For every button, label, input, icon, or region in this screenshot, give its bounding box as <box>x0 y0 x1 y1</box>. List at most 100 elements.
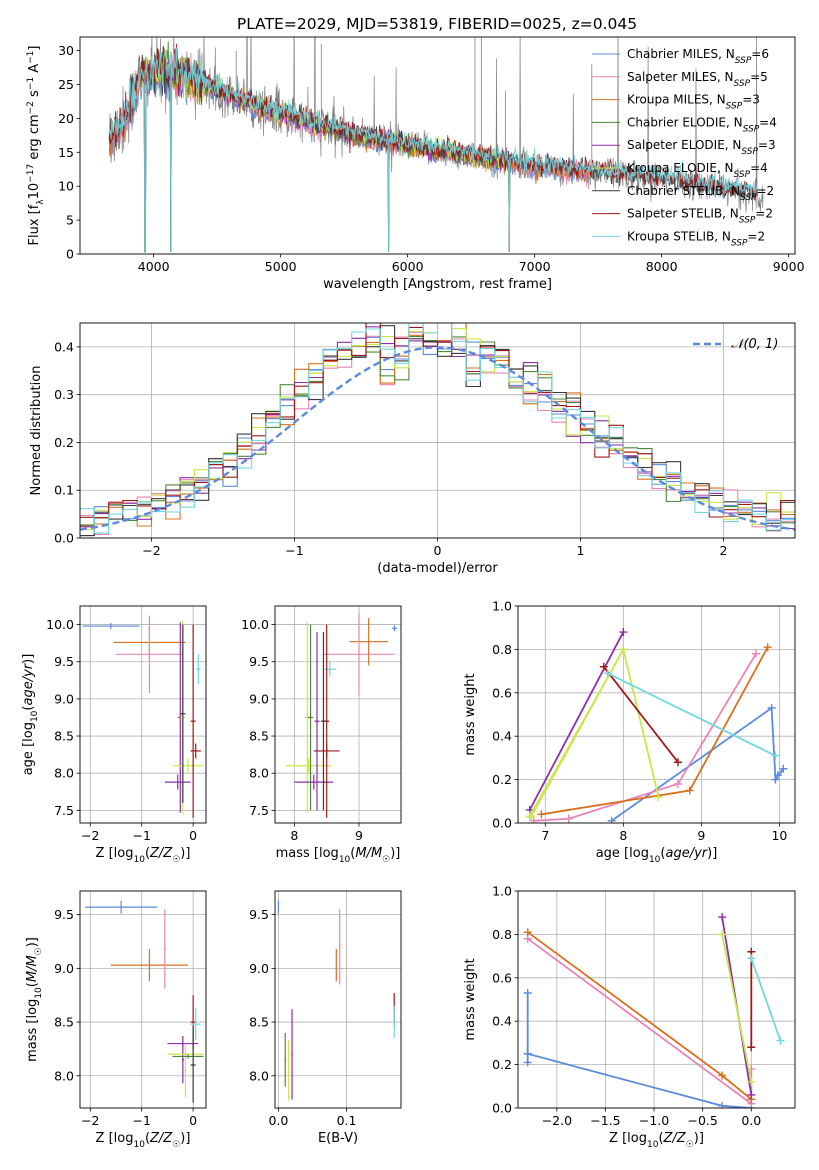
weight_vs_age-plot-area <box>525 628 788 823</box>
weight-marker <box>747 954 756 963</box>
y-tick-label: 8.0 <box>249 1068 269 1083</box>
data-point <box>110 625 112 627</box>
x-tick-label: −1 <box>132 828 150 843</box>
x-tick-label: 6000 <box>392 259 424 274</box>
y-tick-label: 25 <box>58 77 74 92</box>
y-tick-label: 30 <box>58 43 74 58</box>
y-tick-label: 9.5 <box>249 907 269 922</box>
data-point <box>184 1053 187 1056</box>
weight-marker <box>603 669 612 678</box>
y-tick-label: 9.5 <box>249 654 269 669</box>
x-tick-label: −1.5 <box>590 1113 620 1128</box>
normal-curve <box>80 346 795 531</box>
legend-sub: SSP <box>735 56 752 66</box>
x-tick-label: −2 <box>81 828 99 843</box>
data-point <box>192 1021 194 1023</box>
histogram-step <box>80 323 795 534</box>
legend-text: Chabrier STELIB, N <box>627 184 740 198</box>
x-tick-label: −2 <box>81 1113 99 1128</box>
data-point <box>197 668 200 670</box>
axis-label-part: Z/Z <box>663 1131 687 1146</box>
legend-tail: =6 <box>751 47 769 61</box>
weight-marker <box>537 810 546 819</box>
axis-label-part: age/yr <box>21 662 36 705</box>
y-tick-label: 8.0 <box>249 766 269 781</box>
x-tick-label: 0.1 <box>337 1113 357 1128</box>
weight-series-line <box>721 934 753 1083</box>
axis-label-part: age [log <box>596 846 649 861</box>
data-point <box>192 1064 194 1066</box>
axis-label: mass [log10(M/M☉)] <box>25 937 44 1062</box>
mass_vs_EBV-axes <box>271 891 401 1112</box>
weight-marker <box>776 1036 785 1045</box>
weight-marker <box>763 643 772 652</box>
axis-label: Z [log10(Z/Z☉)] <box>609 1131 704 1150</box>
spectrum-x-label: wavelength [Angstrom, rest frame] <box>323 277 552 292</box>
age_vs_Z-axes <box>76 606 206 827</box>
axis-label-part: ☉ <box>34 947 44 955</box>
weight-series-line <box>528 631 625 811</box>
weight-marker <box>779 764 788 773</box>
data-point <box>329 668 331 670</box>
weight-marker <box>654 792 663 801</box>
axis-label-part: )] <box>390 846 400 861</box>
data-point <box>393 627 396 630</box>
y-tick-label: 10 <box>58 179 74 194</box>
axis-label-part: )] <box>694 1131 704 1146</box>
axis-label: Z [log10(Z/Z☉)] <box>96 1131 191 1150</box>
legend-text: Kroupa MILES, N <box>627 93 726 107</box>
weight-marker <box>718 1071 727 1080</box>
legend-text: Chabrier ELODIE, N <box>627 115 743 129</box>
y-tick-label: 8.0 <box>54 1068 74 1083</box>
data-point <box>187 1055 189 1058</box>
axis-label-part: Z/Z <box>149 846 173 861</box>
y-axis-label: mass weight <box>463 673 478 755</box>
weight-marker <box>771 775 780 784</box>
residuals-plot-area <box>80 323 795 537</box>
data-point <box>291 1053 293 1056</box>
axis-label-part: −2 <box>26 101 36 114</box>
y-tick-label: 0.4 <box>54 339 74 354</box>
x-tick-label: 0.0 <box>741 1113 761 1128</box>
axis-label-part: )] <box>180 1131 190 1146</box>
weight-marker <box>747 1090 756 1099</box>
axis-label-part: −17 <box>26 164 36 183</box>
axis-label-part: 10 <box>34 987 44 999</box>
data-point <box>312 781 315 783</box>
axis-label-part: 10 <box>339 855 351 865</box>
axis-label: Flux [fλ10−17 erg cm−2 s−1 A−1] <box>26 46 46 246</box>
weight-marker <box>619 628 628 637</box>
axis-label-part: )] <box>707 846 717 861</box>
weight-marker <box>523 1049 532 1058</box>
data-point <box>182 1058 184 1061</box>
axis-label-part: ( <box>658 1131 663 1146</box>
weight-marker <box>718 913 727 922</box>
legend-sub: SSP <box>731 238 748 248</box>
mass_vs_EBV-plot-area <box>277 900 395 1101</box>
axis-label-part: 10 <box>30 710 40 722</box>
y-tick-label: 15 <box>58 145 74 160</box>
mass_vs_Z-plot-area <box>85 900 204 1103</box>
y-tick-label: 9.0 <box>54 691 74 706</box>
x-tick-label: 9 <box>355 828 363 843</box>
y-tick-label: 8.5 <box>249 1015 269 1030</box>
legend-entry: Chabrier MILES, NSSP=6 <box>627 47 769 66</box>
residuals-y-label: Normed distribution <box>29 366 44 496</box>
axis-label-part: )] <box>25 937 40 947</box>
x-tick-label: −2.0 <box>542 1113 572 1128</box>
data-point <box>148 964 151 966</box>
axis-label-part: −1 <box>26 77 36 90</box>
legend-tail: =2 <box>755 207 773 221</box>
y-tick-label: 0.8 <box>492 927 512 942</box>
spectrum-plot-area <box>108 37 764 253</box>
y-tick-label: 10.0 <box>241 617 269 632</box>
y-tick-label: 0 <box>66 247 74 262</box>
weight_vs_age-axes <box>514 605 795 827</box>
weight-series-line <box>611 706 785 822</box>
weight-marker <box>771 751 780 760</box>
y-tick-label: 9.0 <box>54 961 74 976</box>
axis-label-part: s <box>27 90 42 101</box>
axis-label-part: ( <box>25 982 40 987</box>
y-tick-label: 0.6 <box>492 685 512 700</box>
age_vs_mass-plot-area <box>285 613 398 818</box>
